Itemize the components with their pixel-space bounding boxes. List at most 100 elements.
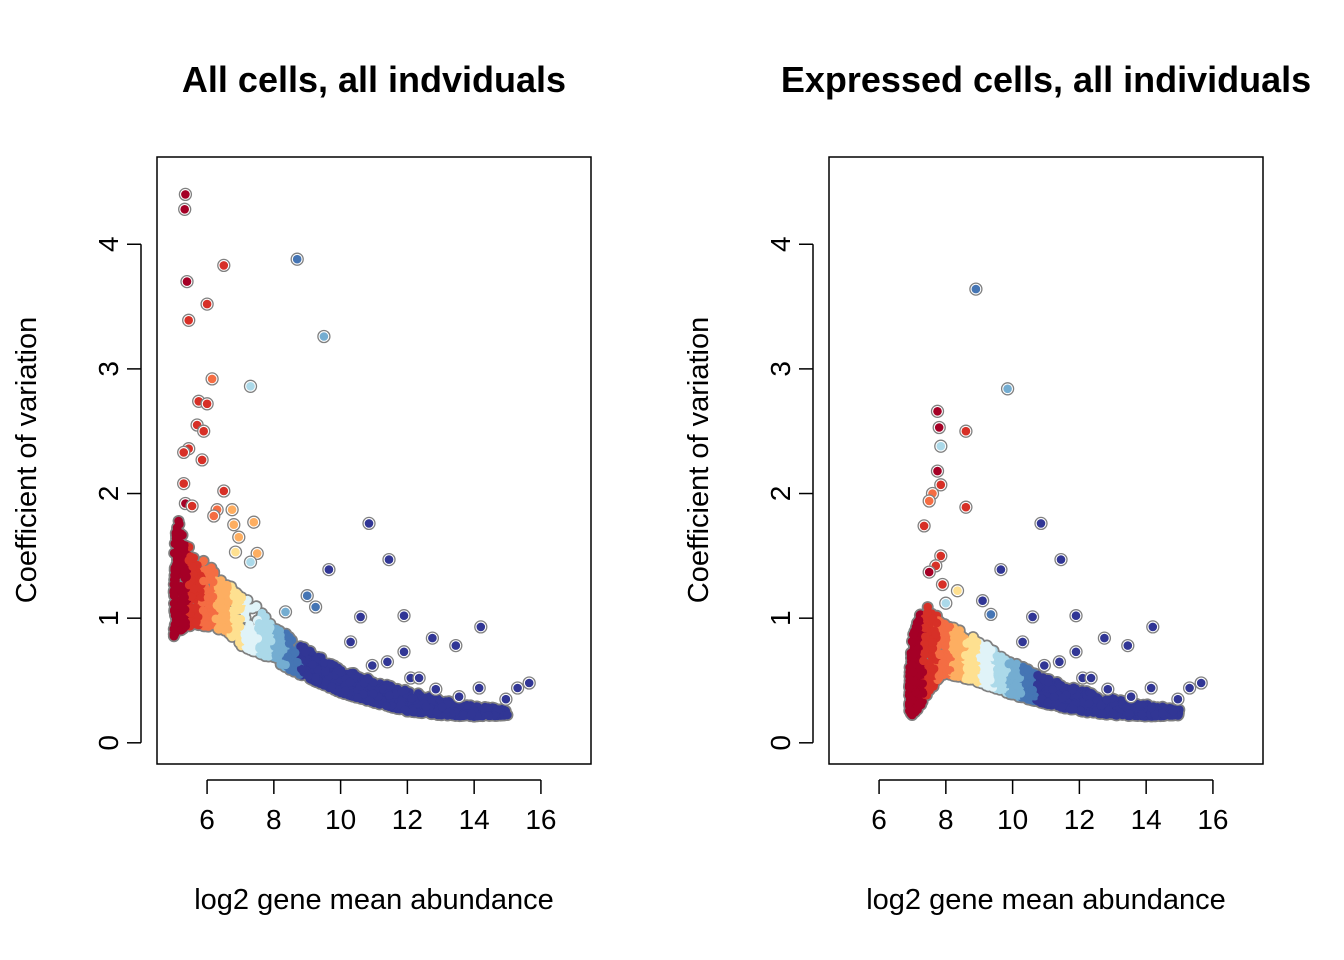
data-point [246,557,255,567]
bulk-point [336,668,346,677]
bulk-point [186,552,195,561]
bulk-point [261,612,270,622]
y-tick-label: 2 [93,486,124,502]
bulk-point [207,563,216,572]
bulk-point [169,629,179,639]
data-point [384,555,394,564]
data-point [431,684,441,694]
data-point [364,519,374,528]
data-point [197,455,207,465]
bulk-point [229,606,239,615]
data-point [180,205,189,214]
bulk-point [221,613,231,622]
bulk-point [327,682,337,691]
y-axis-label: Coefficient of variation [11,317,43,603]
data-point [246,382,255,391]
bulk-point [345,677,355,687]
bulk-point [169,591,179,601]
bulk-point [208,592,218,601]
data-point [513,683,522,693]
bulk-point [408,706,418,716]
bulk-point [223,624,233,634]
data-point [428,633,437,643]
bulk-point [199,576,208,586]
bulk-point [218,603,227,613]
bulk-point [208,577,218,587]
bulk-point [180,567,190,576]
data-point [187,501,197,511]
x-tick-label: 10 [325,804,356,835]
bulk-point [320,667,330,676]
bulk-point [232,628,241,638]
data-point [231,547,240,557]
data-point [229,520,239,529]
x-axis-label: log2 gene mean abundance [866,884,1226,916]
bulk-point [311,673,320,682]
data-point [319,332,329,341]
bulk-point [188,562,197,571]
y-tick-label: 1 [93,610,124,626]
data-point [219,486,229,496]
data-point [252,549,262,558]
bulk-point [264,625,274,635]
bulk-point [253,634,263,643]
bulk-point [245,632,255,642]
data-point [324,565,334,574]
data-point [474,683,484,693]
bulk-point [259,642,269,651]
x-tick-label: 16 [525,804,556,835]
data-point [281,607,290,617]
bulk-point [341,686,350,695]
data-point [292,254,302,264]
bulk-point [198,606,208,615]
bulk-point [221,586,231,596]
bulk-point [190,603,199,613]
data-point [199,426,208,436]
y-tick-label: 4 [93,236,124,252]
bulk-point [172,540,182,550]
bulk-point [467,709,477,719]
bulk-point [369,689,378,698]
bulk-point [275,626,285,636]
bulk-point [290,648,300,658]
data-point [346,637,355,647]
data-point [414,673,424,683]
plot-frame [156,156,592,765]
bulk-point [320,658,329,667]
panel-all-cells: All cells, all indviduals log2 gene mean… [11,59,592,916]
data-point [184,316,193,325]
bulk-point [180,540,189,550]
bulk-point [202,620,211,629]
data-point [209,511,219,521]
x-axis: 6 8 10 12 14 16 [199,779,557,835]
data-point [383,657,392,667]
data-point [399,647,409,657]
data-point [501,694,511,704]
bulk-point [229,615,239,624]
bulk-point [400,705,410,715]
bulk-point [293,657,302,667]
data-point [356,612,365,622]
bulk-point [283,652,293,662]
bulk-point [216,576,226,585]
bulk-point [327,659,336,669]
bulk-point [254,619,264,628]
data-point [179,479,188,488]
bulk-point [284,639,294,648]
data-point [311,602,320,612]
panel-expressed-cells: Expressed cells, all individuals log2 ge… [683,59,1311,916]
data-point [249,517,259,527]
bulk-point [277,659,287,669]
bulk-point [171,566,181,576]
data-point [476,622,486,632]
bulk-point [214,623,224,632]
chart-title: All cells, all indviduals [182,59,566,100]
bulk-point [173,611,182,621]
bulk-point [170,584,180,593]
y-tick-label: 0 [93,735,124,751]
y-axis: 0 1 2 3 4 [93,236,142,751]
y-tick-label: 3 [93,361,124,377]
bulk-point [236,614,246,624]
bulk-point [382,701,391,711]
bulk-point [173,550,182,560]
